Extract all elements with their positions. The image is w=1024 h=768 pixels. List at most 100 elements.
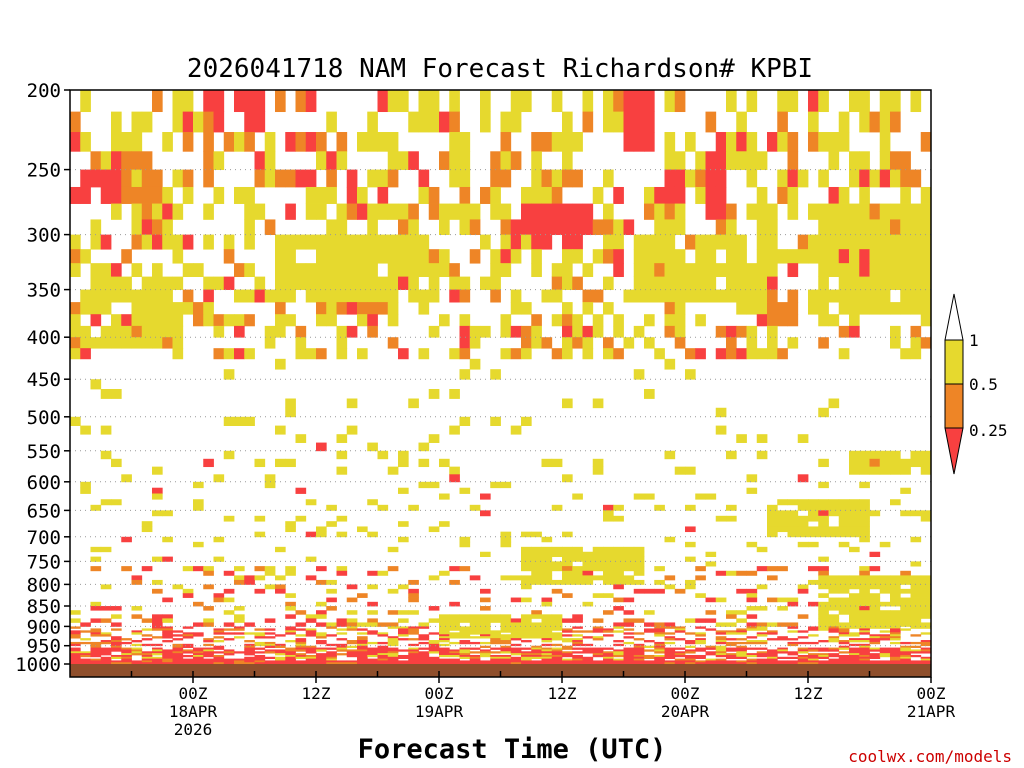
heatmap-cell	[213, 151, 225, 170]
y-tick-label: 700	[27, 527, 61, 549]
heatmap-cell	[326, 302, 337, 315]
heatmap-cell	[541, 626, 553, 629]
y-tick-label: 750	[27, 551, 61, 573]
heatmap-cell	[705, 647, 717, 650]
heatmap-cell	[469, 662, 481, 665]
heatmap-cell	[521, 90, 532, 113]
heatmap-cell	[910, 450, 922, 460]
heatmap-cell	[685, 641, 696, 645]
heatmap-cell	[244, 314, 255, 327]
heatmap-cell	[767, 263, 778, 278]
heatmap-cell	[797, 504, 809, 511]
heatmap-cell	[685, 348, 696, 360]
heatmap-cell	[541, 630, 553, 633]
heatmap-cell	[685, 660, 696, 663]
heatmap-cell	[623, 653, 635, 656]
heatmap-cell	[695, 186, 706, 204]
heatmap-cell	[674, 169, 686, 188]
heatmap-cell	[367, 601, 378, 607]
heatmap-cell	[910, 597, 922, 603]
heatmap-cell	[141, 656, 153, 659]
heatmap-cell	[480, 641, 491, 645]
heatmap-cell	[869, 654, 881, 658]
heatmap-cell	[603, 579, 614, 585]
heatmap-cell	[920, 626, 932, 629]
heatmap-cell	[367, 570, 378, 576]
heatmap-cell	[900, 622, 911, 627]
legend-label: 0.5	[969, 375, 998, 394]
heatmap-cell	[336, 450, 348, 460]
heatmap-cell	[439, 651, 450, 654]
heatmap-cell	[275, 645, 286, 648]
heatmap-cell	[213, 640, 225, 643]
heatmap-cell	[459, 660, 471, 663]
heatmap-cell	[715, 151, 727, 170]
heatmap-cell	[449, 651, 460, 654]
heatmap-cell	[439, 654, 450, 658]
heatmap-cell	[695, 654, 706, 658]
heatmap-cell	[879, 151, 891, 170]
heatmap-cell	[633, 556, 645, 562]
heatmap-cell	[439, 614, 450, 619]
heatmap-cell	[674, 337, 686, 349]
heatmap-cell	[869, 662, 881, 665]
heatmap-cell	[849, 656, 860, 659]
heatmap-cell	[654, 348, 665, 360]
heatmap-cell	[551, 90, 563, 113]
heatmap-cell	[644, 276, 655, 290]
heatmap-cell	[551, 622, 563, 627]
heatmap-cell	[613, 662, 624, 665]
heatmap-cell	[244, 132, 255, 152]
heatmap-cell	[510, 662, 522, 665]
heatmap-cell	[603, 662, 614, 665]
heatmap-cell	[736, 263, 747, 278]
heatmap-cell	[162, 654, 173, 658]
heatmap-cell	[859, 111, 870, 133]
heatmap-cell	[900, 645, 911, 648]
heatmap-cell	[879, 575, 891, 581]
heatmap-cell	[859, 570, 870, 576]
heatmap-cell	[869, 656, 881, 659]
heatmap-cell	[633, 551, 645, 558]
heatmap-cell	[90, 649, 102, 652]
heatmap-cell	[70, 263, 81, 278]
heatmap-cell	[838, 132, 850, 152]
heatmap-cell	[480, 510, 491, 517]
heatmap-cell	[90, 634, 102, 637]
heatmap-cell	[439, 647, 450, 650]
heatmap-cell	[572, 575, 583, 581]
heatmap-cell	[746, 593, 758, 598]
heatmap-cell	[767, 132, 778, 152]
heatmap-cell	[838, 541, 850, 548]
heatmap-cell	[244, 640, 255, 643]
heatmap-cell	[275, 289, 286, 303]
heatmap-cell	[254, 111, 266, 133]
watermark[interactable]: coolwx.com/models	[848, 747, 1012, 766]
heatmap-cell	[900, 579, 911, 585]
heatmap-cell	[869, 610, 881, 615]
heatmap-cell	[264, 325, 276, 338]
heatmap-cell	[613, 325, 624, 338]
heatmap-cell	[777, 597, 788, 603]
heatmap-cell	[664, 276, 676, 290]
heatmap-cell	[541, 651, 553, 654]
heatmap-cell	[910, 645, 922, 648]
heatmap-cell	[254, 588, 266, 594]
heatmap-cell	[531, 151, 542, 170]
heatmap-cell	[162, 234, 173, 250]
heatmap-cell	[551, 653, 563, 656]
heatmap-cell	[808, 234, 819, 250]
heatmap-cell	[633, 90, 645, 113]
heatmap-cell	[531, 645, 542, 648]
heatmap-cell	[469, 622, 481, 627]
heatmap-cell	[275, 660, 286, 663]
heatmap-cell	[746, 597, 758, 603]
heatmap-cell	[828, 601, 840, 607]
heatmap-cell	[152, 169, 163, 188]
heatmap-cell	[70, 337, 81, 349]
heatmap-cell	[818, 219, 829, 236]
heatmap-cell	[726, 656, 737, 659]
heatmap-cell	[111, 169, 122, 188]
heatmap-cell	[510, 649, 522, 652]
heatmap-cell	[705, 561, 717, 567]
